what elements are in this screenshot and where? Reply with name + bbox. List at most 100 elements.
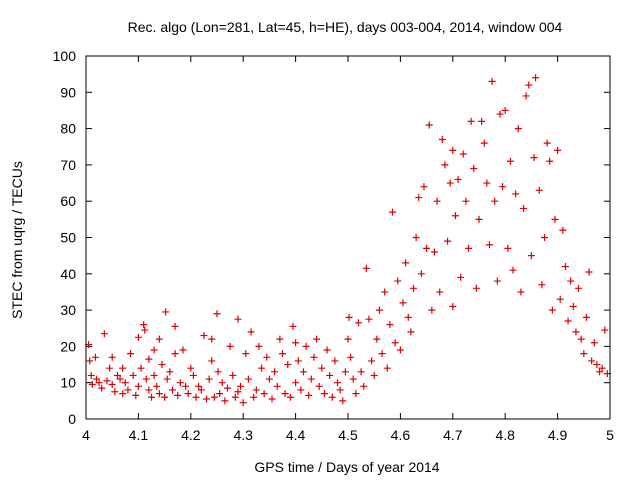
data-point [155, 390, 163, 398]
data-point [433, 197, 441, 205]
data-point [242, 350, 250, 358]
data-point [297, 386, 305, 394]
data-point [221, 397, 229, 405]
data-point [331, 357, 339, 365]
data-point [91, 353, 99, 361]
data-point [189, 371, 197, 379]
data-point [171, 322, 179, 330]
data-point [480, 139, 488, 147]
data-point [145, 355, 153, 363]
data-point [292, 339, 300, 347]
data-point [87, 371, 95, 379]
data-point [601, 326, 609, 334]
data-point [525, 81, 533, 89]
data-point [488, 77, 496, 85]
data-point [208, 357, 216, 365]
data-point [153, 382, 161, 390]
data-point [108, 353, 116, 361]
data-point [208, 335, 216, 343]
data-point [187, 364, 195, 372]
data-point [396, 346, 404, 354]
data-point [113, 371, 121, 379]
data-point [441, 161, 449, 169]
data-point [88, 381, 96, 389]
data-point [357, 368, 365, 376]
data-point [213, 310, 221, 318]
data-point [279, 350, 286, 358]
data-point [499, 183, 507, 191]
data-point [336, 386, 344, 394]
data-point [307, 375, 315, 383]
data-point [514, 125, 522, 133]
data-point [344, 335, 352, 343]
data-point [223, 384, 231, 392]
data-point [205, 375, 213, 383]
data-point [457, 273, 465, 281]
data-point [234, 388, 242, 396]
data-point [496, 110, 504, 118]
data-point [386, 321, 394, 329]
data-point [470, 165, 478, 173]
data-point [260, 390, 268, 398]
data-point [292, 379, 300, 387]
data-point [323, 346, 331, 354]
data-point [585, 268, 593, 276]
data-point [231, 393, 239, 401]
data-point [171, 350, 179, 358]
data-point [192, 393, 200, 401]
data-point [362, 264, 370, 272]
data-point [98, 384, 106, 392]
data-point [378, 350, 386, 358]
x-tick-label: 4.4 [286, 427, 306, 443]
data-point [116, 375, 124, 383]
data-point [596, 368, 604, 376]
data-point [341, 368, 349, 376]
data-point [399, 299, 407, 307]
data-point [391, 339, 399, 347]
data-point [370, 371, 378, 379]
data-point [451, 212, 459, 220]
data-point [200, 332, 208, 340]
data-point [150, 346, 158, 354]
y-tick-label: 40 [60, 266, 76, 282]
data-point [289, 322, 297, 330]
y-axis-label: STEC from uqrg / TECUs [9, 161, 25, 319]
data-point [520, 204, 528, 212]
data-point [162, 308, 170, 316]
data-point [444, 237, 452, 245]
data-point [381, 288, 389, 296]
y-tick-label: 60 [60, 193, 76, 209]
data-point [349, 375, 357, 383]
data-point [145, 386, 153, 394]
data-point [247, 328, 255, 336]
data-point [360, 382, 368, 390]
data-point [239, 399, 247, 407]
data-point [326, 371, 334, 379]
data-point [271, 368, 279, 376]
data-point [92, 375, 100, 383]
data-point [108, 381, 116, 389]
data-point [163, 375, 171, 383]
data-point [532, 74, 540, 82]
data-point [582, 313, 590, 321]
x-tick-label: 5 [606, 427, 614, 443]
data-point [310, 353, 318, 361]
data-point [237, 382, 245, 390]
data-point [569, 302, 577, 310]
data-point [286, 393, 294, 401]
x-tick-label: 4.5 [338, 427, 358, 443]
y-tick-label: 20 [60, 338, 76, 354]
data-point [543, 139, 551, 147]
data-point [483, 179, 491, 187]
data-point [111, 388, 119, 396]
y-tick-label: 30 [60, 302, 76, 318]
axis-ticks: 4 4.1 4.2 4.3 4.4 4.5 4.6 4.7 4.8 4.9 501020304050… [53, 48, 614, 443]
data-point [155, 335, 163, 343]
plot-frame [85, 55, 611, 420]
data-point [462, 197, 470, 205]
data-point [345, 313, 353, 321]
data-point [268, 395, 276, 403]
data-point [561, 263, 569, 271]
data-point [158, 361, 166, 369]
